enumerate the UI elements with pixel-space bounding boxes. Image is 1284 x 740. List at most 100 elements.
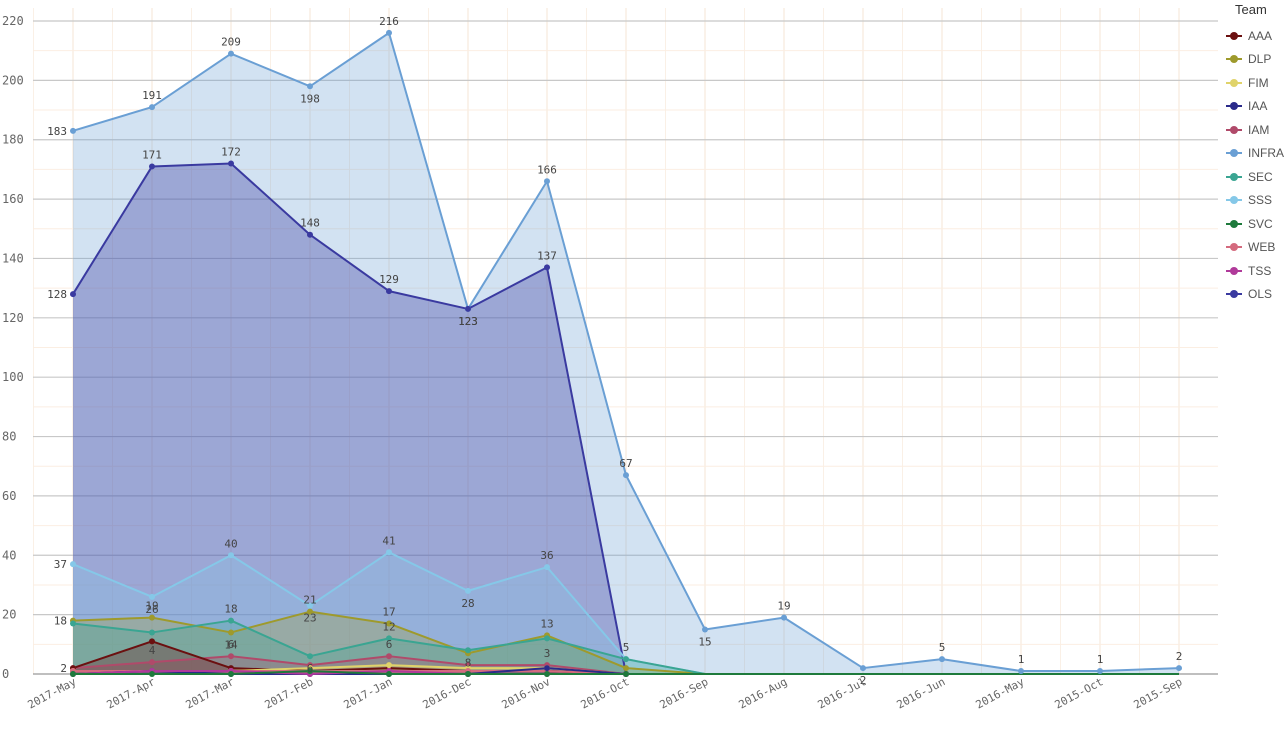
point-infra[interactable] xyxy=(1018,668,1024,675)
point-sec[interactable] xyxy=(623,656,629,663)
point-iaa[interactable] xyxy=(544,665,550,672)
data-label-infra: 209 xyxy=(221,36,241,49)
point-infra[interactable] xyxy=(623,472,629,479)
legend-item-iaa[interactable]: IAA xyxy=(1226,95,1284,119)
point-infra[interactable] xyxy=(149,104,155,111)
point-infra[interactable] xyxy=(1097,668,1103,675)
legend-item-web[interactable]: WEB xyxy=(1226,236,1284,260)
point-dlp[interactable] xyxy=(149,614,155,621)
x-tick-label: 2016-Sep xyxy=(658,675,711,711)
data-label-iam: 6 xyxy=(228,638,235,651)
legend-item-iam[interactable]: IAM xyxy=(1226,118,1284,142)
point-infra[interactable] xyxy=(860,665,866,672)
point-sec[interactable] xyxy=(544,635,550,642)
point-sss[interactable] xyxy=(465,587,471,594)
data-label-sss: 28 xyxy=(461,597,474,610)
legend-item-sss[interactable]: SSS xyxy=(1226,189,1284,213)
point-svc[interactable] xyxy=(228,671,234,677)
legend-item-svc[interactable]: SVC xyxy=(1226,212,1284,236)
y-tick-label: 0 xyxy=(2,667,9,681)
point-dlp[interactable] xyxy=(623,665,629,672)
point-ols[interactable] xyxy=(228,160,234,167)
point-svc[interactable] xyxy=(149,671,155,677)
point-svc[interactable] xyxy=(307,668,313,675)
point-dlp[interactable] xyxy=(307,608,313,615)
legend-label: IAA xyxy=(1248,99,1268,114)
legend-item-infra[interactable]: INFRA xyxy=(1226,142,1284,166)
point-aaa[interactable] xyxy=(149,638,155,645)
point-ols[interactable] xyxy=(386,288,392,295)
x-tick-label: 2016-Aug xyxy=(737,675,790,711)
data-label-sec: 12 xyxy=(382,620,395,633)
point-ols[interactable] xyxy=(307,231,313,238)
data-label-dlp: 14 xyxy=(224,638,238,651)
point-sss[interactable] xyxy=(70,561,76,568)
point-sec[interactable] xyxy=(228,617,234,624)
y-tick-label: 140 xyxy=(2,251,24,265)
point-ols[interactable] xyxy=(465,305,471,312)
legend-item-sec[interactable]: SEC xyxy=(1226,165,1284,189)
data-label-sss: 36 xyxy=(540,549,553,562)
data-label-infra: 166 xyxy=(537,163,557,176)
point-fim[interactable] xyxy=(386,662,392,669)
legend-title: Team xyxy=(1235,2,1267,17)
point-infra[interactable] xyxy=(1176,665,1182,672)
data-label-infra: 5 xyxy=(939,641,946,654)
point-dlp[interactable] xyxy=(228,629,234,636)
point-infra[interactable] xyxy=(70,127,76,134)
data-label-infra: 1 xyxy=(1097,653,1104,666)
data-label-ols: 172 xyxy=(221,145,241,158)
legend-item-ols[interactable]: OLS xyxy=(1226,283,1284,307)
legend-swatch xyxy=(1226,289,1242,299)
data-label-ols: 123 xyxy=(458,315,478,328)
point-ols[interactable] xyxy=(544,264,550,271)
y-tick-label: 160 xyxy=(2,192,24,206)
point-sec[interactable] xyxy=(386,635,392,642)
data-label-dlp: 21 xyxy=(303,594,316,607)
legend-swatch xyxy=(1226,54,1242,64)
point-svc[interactable] xyxy=(465,671,471,677)
point-infra[interactable] xyxy=(228,50,234,57)
data-label-infra: 183 xyxy=(47,125,67,138)
point-sec[interactable] xyxy=(70,620,76,627)
point-sss[interactable] xyxy=(544,564,550,571)
point-infra[interactable] xyxy=(781,614,787,621)
point-ols[interactable] xyxy=(70,291,76,298)
point-iam[interactable] xyxy=(386,653,392,660)
point-dlp[interactable] xyxy=(386,620,392,627)
data-label-infra: 123 xyxy=(458,315,478,328)
x-tick-label: 2017-Feb xyxy=(263,675,316,711)
legend-item-tss[interactable]: TSS xyxy=(1226,259,1284,283)
legend-item-fim[interactable]: FIM xyxy=(1226,71,1284,95)
point-infra[interactable] xyxy=(702,626,708,633)
point-iam[interactable] xyxy=(149,659,155,666)
legend-label: SSS xyxy=(1248,193,1273,208)
point-svc[interactable] xyxy=(544,671,550,677)
data-label-sss: 41 xyxy=(382,534,395,547)
y-tick-label: 120 xyxy=(2,311,24,325)
data-label-ols: 137 xyxy=(537,249,557,262)
point-svc[interactable] xyxy=(386,671,392,677)
legend-item-dlp[interactable]: DLP xyxy=(1226,48,1284,72)
data-label-sec: 18 xyxy=(224,603,237,616)
point-sss[interactable] xyxy=(307,602,313,609)
point-svc[interactable] xyxy=(70,671,76,677)
legend-item-aaa[interactable]: AAA xyxy=(1226,24,1284,48)
point-iam[interactable] xyxy=(228,653,234,660)
point-sss[interactable] xyxy=(228,552,234,559)
point-sss[interactable] xyxy=(386,549,392,556)
point-sec[interactable] xyxy=(307,653,313,660)
point-infra[interactable] xyxy=(544,178,550,185)
point-sss[interactable] xyxy=(149,593,155,600)
data-label-infra: 198 xyxy=(300,92,320,105)
point-infra[interactable] xyxy=(939,656,945,663)
y-tick-label: 40 xyxy=(2,548,16,562)
point-sec[interactable] xyxy=(149,629,155,636)
y-tick-label: 180 xyxy=(2,133,24,147)
point-infra[interactable] xyxy=(307,83,313,90)
point-svc[interactable] xyxy=(623,671,629,677)
point-infra[interactable] xyxy=(386,29,392,36)
point-ols[interactable] xyxy=(149,163,155,170)
point-sec[interactable] xyxy=(465,647,471,654)
